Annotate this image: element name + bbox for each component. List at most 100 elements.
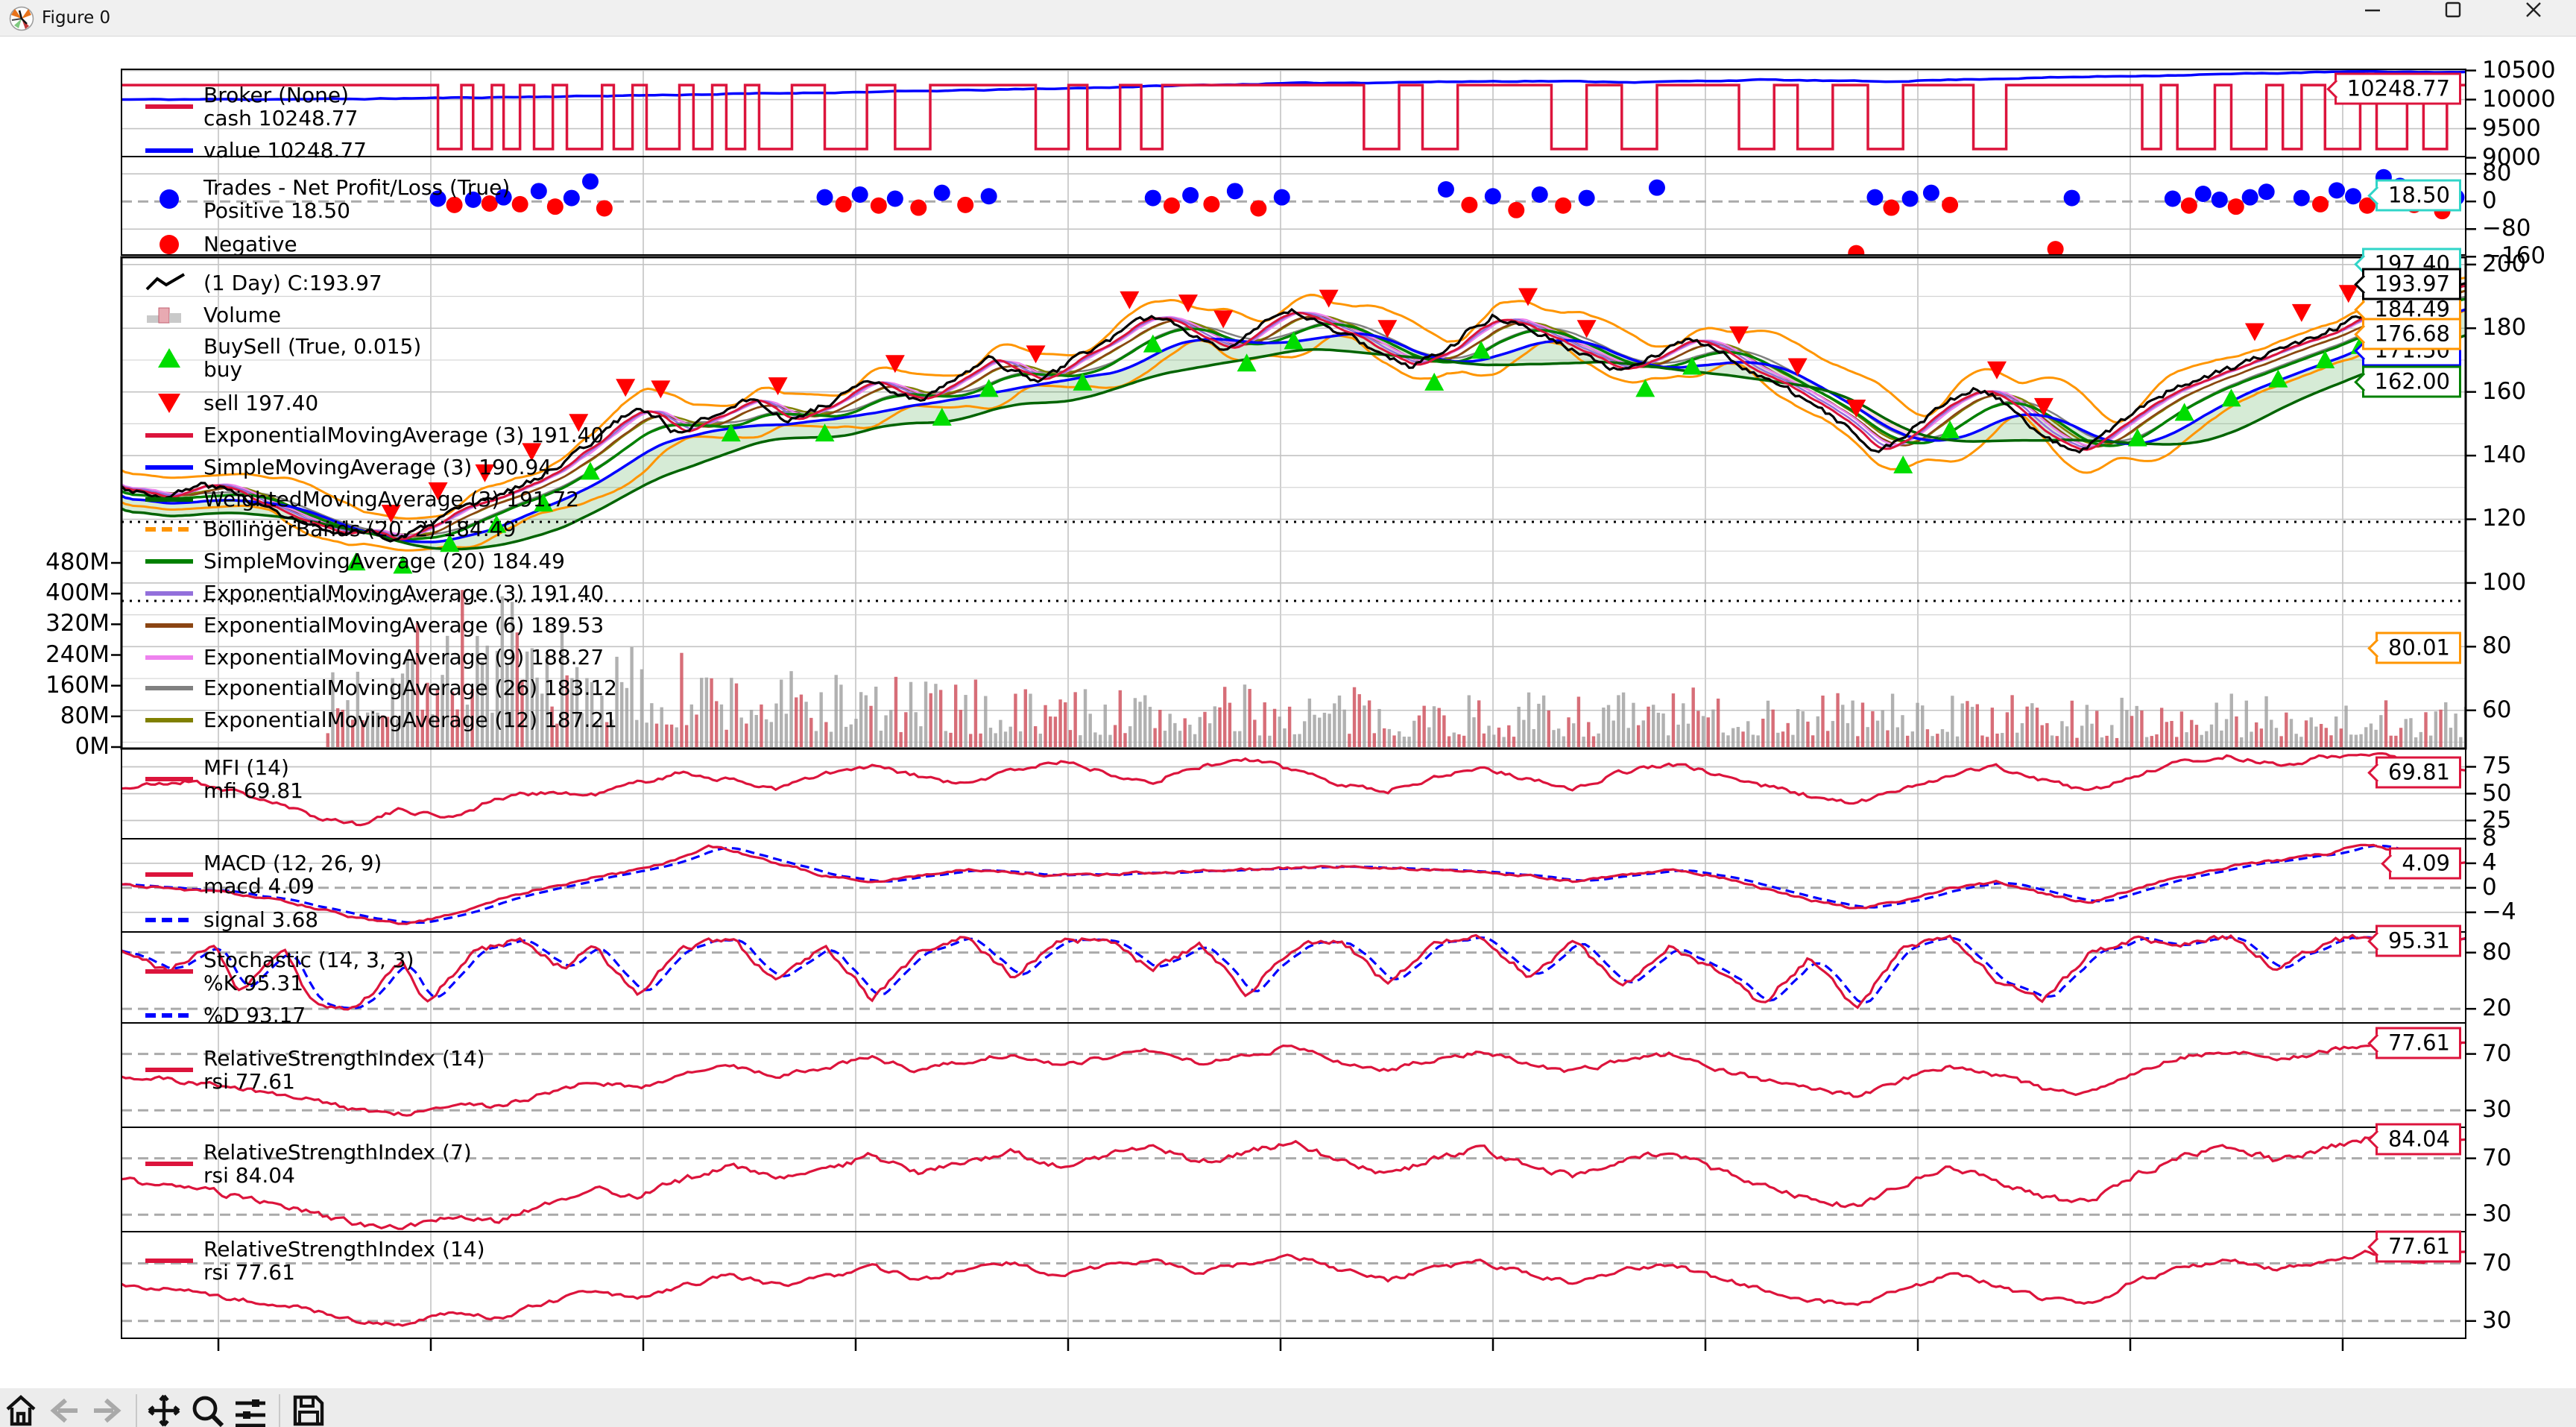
legend-text: Stochastic (14, 3, 3) %K 95.31 [203, 948, 414, 995]
ytick-main: 120 [2482, 505, 2527, 532]
buy-marker [2127, 428, 2147, 447]
legend-text: BuySell (True, 0.015) buy [203, 335, 421, 381]
legend-row-stoch: %D 93.17 [145, 1004, 306, 1027]
trade-dot-positive [1578, 189, 1595, 207]
home-icon[interactable] [3, 1393, 42, 1427]
sell-marker [428, 482, 448, 501]
pan-icon[interactable] [146, 1393, 185, 1427]
ytick-rsi7: 70 [2482, 1144, 2512, 1171]
buy-marker [2315, 350, 2335, 368]
ytick-mfi: 25 [2482, 806, 2512, 834]
legend-text: ExponentialMovingAverage (3) 191.40 [203, 423, 604, 447]
trade-dot-negative [596, 200, 613, 217]
ytick-rsi14: 70 [2482, 1039, 2512, 1067]
legend-text-line: Trades - Net Profit/Loss (True) [203, 175, 511, 200]
trade-dot-negative [1250, 200, 1267, 217]
ytick-main: 200 [2482, 250, 2527, 277]
volume-ytick: 0M [75, 733, 110, 760]
legend-row-rsi7: RelativeStrengthIndex (7) rsi 84.04 [145, 1141, 472, 1187]
close-button[interactable] [2524, 0, 2576, 35]
buy-marker [1073, 372, 1093, 391]
volume-ytick: 240M [45, 640, 110, 668]
legend-text-line: rsi 77.61 [203, 1260, 295, 1285]
back-icon[interactable] [46, 1393, 85, 1427]
trade-dot-positive [2293, 189, 2310, 207]
panel-trades [121, 157, 2466, 255]
legend-buy-marker-icon [145, 348, 193, 368]
axis-tag-rsi14: 77.61 [2375, 1027, 2461, 1059]
trade-dot-negative [1461, 196, 1478, 213]
sell-marker [569, 414, 589, 432]
legend-text-line: ExponentialMovingAverage (26) 183.12 [203, 675, 617, 700]
trade-dot-negative [2312, 195, 2329, 212]
legend-sell-marker-icon [145, 393, 193, 413]
sell-marker [1846, 400, 1866, 418]
trade-dot-negative [835, 195, 852, 212]
legend-row-main: BuySell (True, 0.015) buy [145, 335, 421, 381]
figure-canvas[interactable]: 10500 10000 9500 9000 10248.77 Broker (None) c… [0, 37, 2576, 1379]
axis-tag-main: 176.68 [2361, 318, 2461, 350]
subplots-icon[interactable] [233, 1393, 271, 1427]
trade-dot-positive [582, 173, 599, 190]
ytick-mfi: 75 [2482, 752, 2512, 780]
sell-marker [1319, 289, 1339, 308]
legend-text-line: ExponentialMovingAverage (6) 189.53 [203, 613, 604, 637]
maximize-button[interactable] [2443, 0, 2510, 35]
minimize-button[interactable] [2363, 0, 2430, 35]
forward-icon[interactable] [89, 1393, 128, 1427]
bollinger-upper-line [121, 277, 2466, 520]
sell-marker [1576, 320, 1597, 338]
trade-dot-positive [1182, 186, 1199, 204]
titlebar: Figure 0 [0, 0, 2576, 37]
rsi14-line [121, 1041, 2466, 1117]
buy-marker [932, 407, 952, 426]
legend-line-swatch [145, 655, 193, 660]
save-icon[interactable] [291, 1393, 329, 1427]
trade-dot-positive [2194, 186, 2212, 203]
buy-marker [815, 423, 835, 442]
ytick-main: 160 [2482, 377, 2527, 405]
panel-rsi14 [121, 1023, 2466, 1127]
ytick-macd: 8 [2482, 825, 2497, 851]
legend-row-stoch: Stochastic (14, 3, 3) %K 95.31 [145, 948, 414, 995]
ytick-main: 180 [2482, 314, 2527, 341]
legend-row-main: ExponentialMovingAverage (12) 187.21 [145, 708, 617, 731]
legend-row-main: SimpleMovingAverage (20) 184.49 [145, 549, 565, 573]
legend-row-main: ExponentialMovingAverage (9) 188.27 [145, 646, 604, 669]
legend-text: RelativeStrengthIndex (14) rsi 77.61 [203, 1238, 485, 1284]
trade-dot-positive [1866, 189, 1884, 206]
buy-marker [346, 552, 366, 571]
trade-dot-positive [980, 188, 997, 205]
buy-marker [534, 494, 554, 512]
ytick-macd: −4 [2482, 898, 2516, 925]
legend-text: MACD (12, 26, 9) macd 4.09 [203, 851, 382, 898]
ytick-macd: 0 [2482, 873, 2497, 901]
ytick-mfi: 50 [2482, 779, 2512, 807]
legend-line-swatch [145, 464, 193, 470]
legend-row-main: ExponentialMovingAverage (3) 191.40 [145, 582, 604, 605]
rsi7-line [121, 1134, 2466, 1230]
legend-text: ExponentialMovingAverage (6) 189.53 [203, 614, 604, 637]
buy-marker [979, 379, 999, 397]
legend-text: ExponentialMovingAverage (12) 187.21 [203, 708, 617, 731]
trade-dot-positive [429, 190, 446, 207]
legend-row-macd: MACD (12, 26, 9) macd 4.09 [145, 851, 382, 898]
legend-dot-swatch [145, 234, 193, 254]
trade-dot-positive [851, 186, 868, 203]
wma3-line [121, 334, 2466, 551]
legend-text-line: cash 10248.77 [203, 106, 359, 130]
legend-row-main: Volume [145, 303, 281, 327]
sell-marker [2244, 323, 2264, 341]
sell-marker [1787, 358, 1808, 377]
legend-text-line: %D 93.17 [203, 1003, 306, 1027]
trade-dot-negative [1848, 245, 1865, 255]
trade-dot-negative [957, 196, 974, 213]
legend-line-swatch [145, 717, 193, 722]
trade-dot-negative [1163, 197, 1180, 214]
rsi14b-line [121, 1250, 2466, 1327]
zoom-icon[interactable] [189, 1393, 228, 1427]
panel-macd [121, 839, 2466, 932]
buy-marker [1143, 334, 1163, 353]
volume-ytick: 320M [45, 610, 110, 637]
